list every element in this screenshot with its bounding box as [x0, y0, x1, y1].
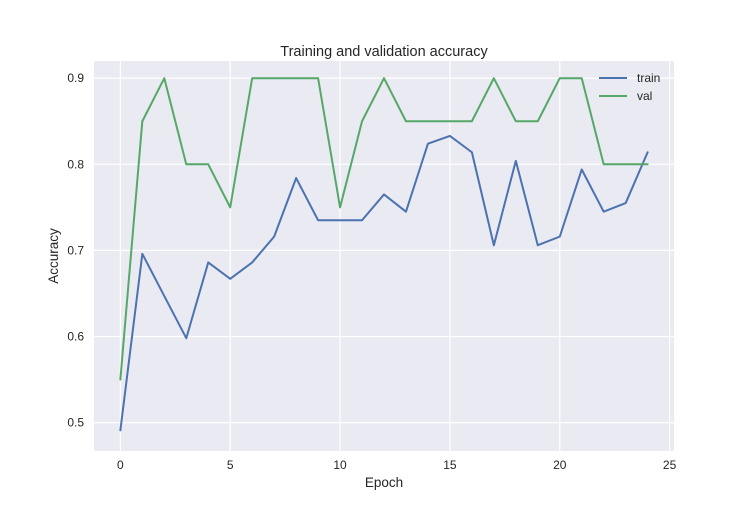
y-tick-label: 0.6	[67, 329, 84, 343]
x-tick-label: 15	[443, 458, 457, 472]
series-line-val	[119, 77, 649, 381]
y-tick-label: 0.9	[67, 71, 84, 85]
legend-label-val: val	[637, 89, 652, 103]
legend-label-train: train	[637, 71, 660, 85]
grid	[94, 61, 674, 451]
x-tick-label: 10	[333, 458, 347, 472]
chart-title: Training and validation accuracy	[280, 44, 488, 60]
legend: train val	[599, 71, 660, 103]
y-tick-label: 0.8	[67, 157, 84, 171]
series-line-train	[119, 134, 649, 432]
series-layer	[119, 77, 649, 432]
x-tick-label: 5	[227, 458, 234, 472]
x-axis-label: Epoch	[365, 475, 403, 490]
x-tick-label: 0	[117, 458, 124, 472]
tick-labels: 0 5 10 15 20 25 0.5 0.6 0.7 0.8 0.9	[67, 71, 676, 472]
y-axis-label: Accuracy	[46, 228, 61, 284]
x-tick-label: 25	[663, 458, 677, 472]
plot-background	[94, 61, 674, 451]
y-tick-label: 0.7	[67, 243, 84, 257]
y-tick-label: 0.5	[67, 416, 84, 430]
x-tick-label: 20	[553, 458, 567, 472]
